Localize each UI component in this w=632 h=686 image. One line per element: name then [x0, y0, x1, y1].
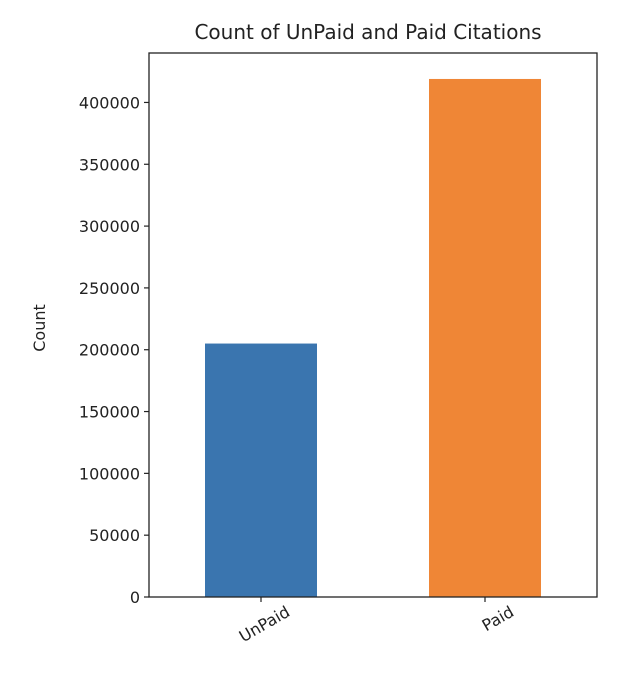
bars-group — [205, 78, 541, 598]
x-tick-label: Paid — [479, 602, 517, 635]
y-tick-label: 50000 — [89, 526, 140, 545]
y-tick-label: 0 — [130, 588, 140, 607]
x-axis-ticks: UnPaid Paid — [236, 597, 517, 646]
bar-unpaid — [205, 343, 317, 597]
y-axis-title: Count — [30, 304, 49, 352]
y-tick-label: 350000 — [79, 155, 140, 174]
y-tick-label: 400000 — [79, 93, 140, 112]
x-tick-label: UnPaid — [236, 602, 293, 646]
y-tick-label: 250000 — [79, 279, 140, 298]
y-tick-label: 200000 — [79, 341, 140, 360]
y-axis-ticks: 0 50000 100000 150000 200000 250000 300000 3500… — [79, 93, 149, 607]
bar-paid — [429, 78, 541, 598]
chart-title: Count of UnPaid and Paid Citations — [194, 20, 541, 44]
y-tick-label: 100000 — [79, 464, 140, 483]
y-tick-label: 300000 — [79, 217, 140, 236]
plot-frame — [148, 52, 598, 598]
y-tick-label: 150000 — [79, 403, 140, 422]
